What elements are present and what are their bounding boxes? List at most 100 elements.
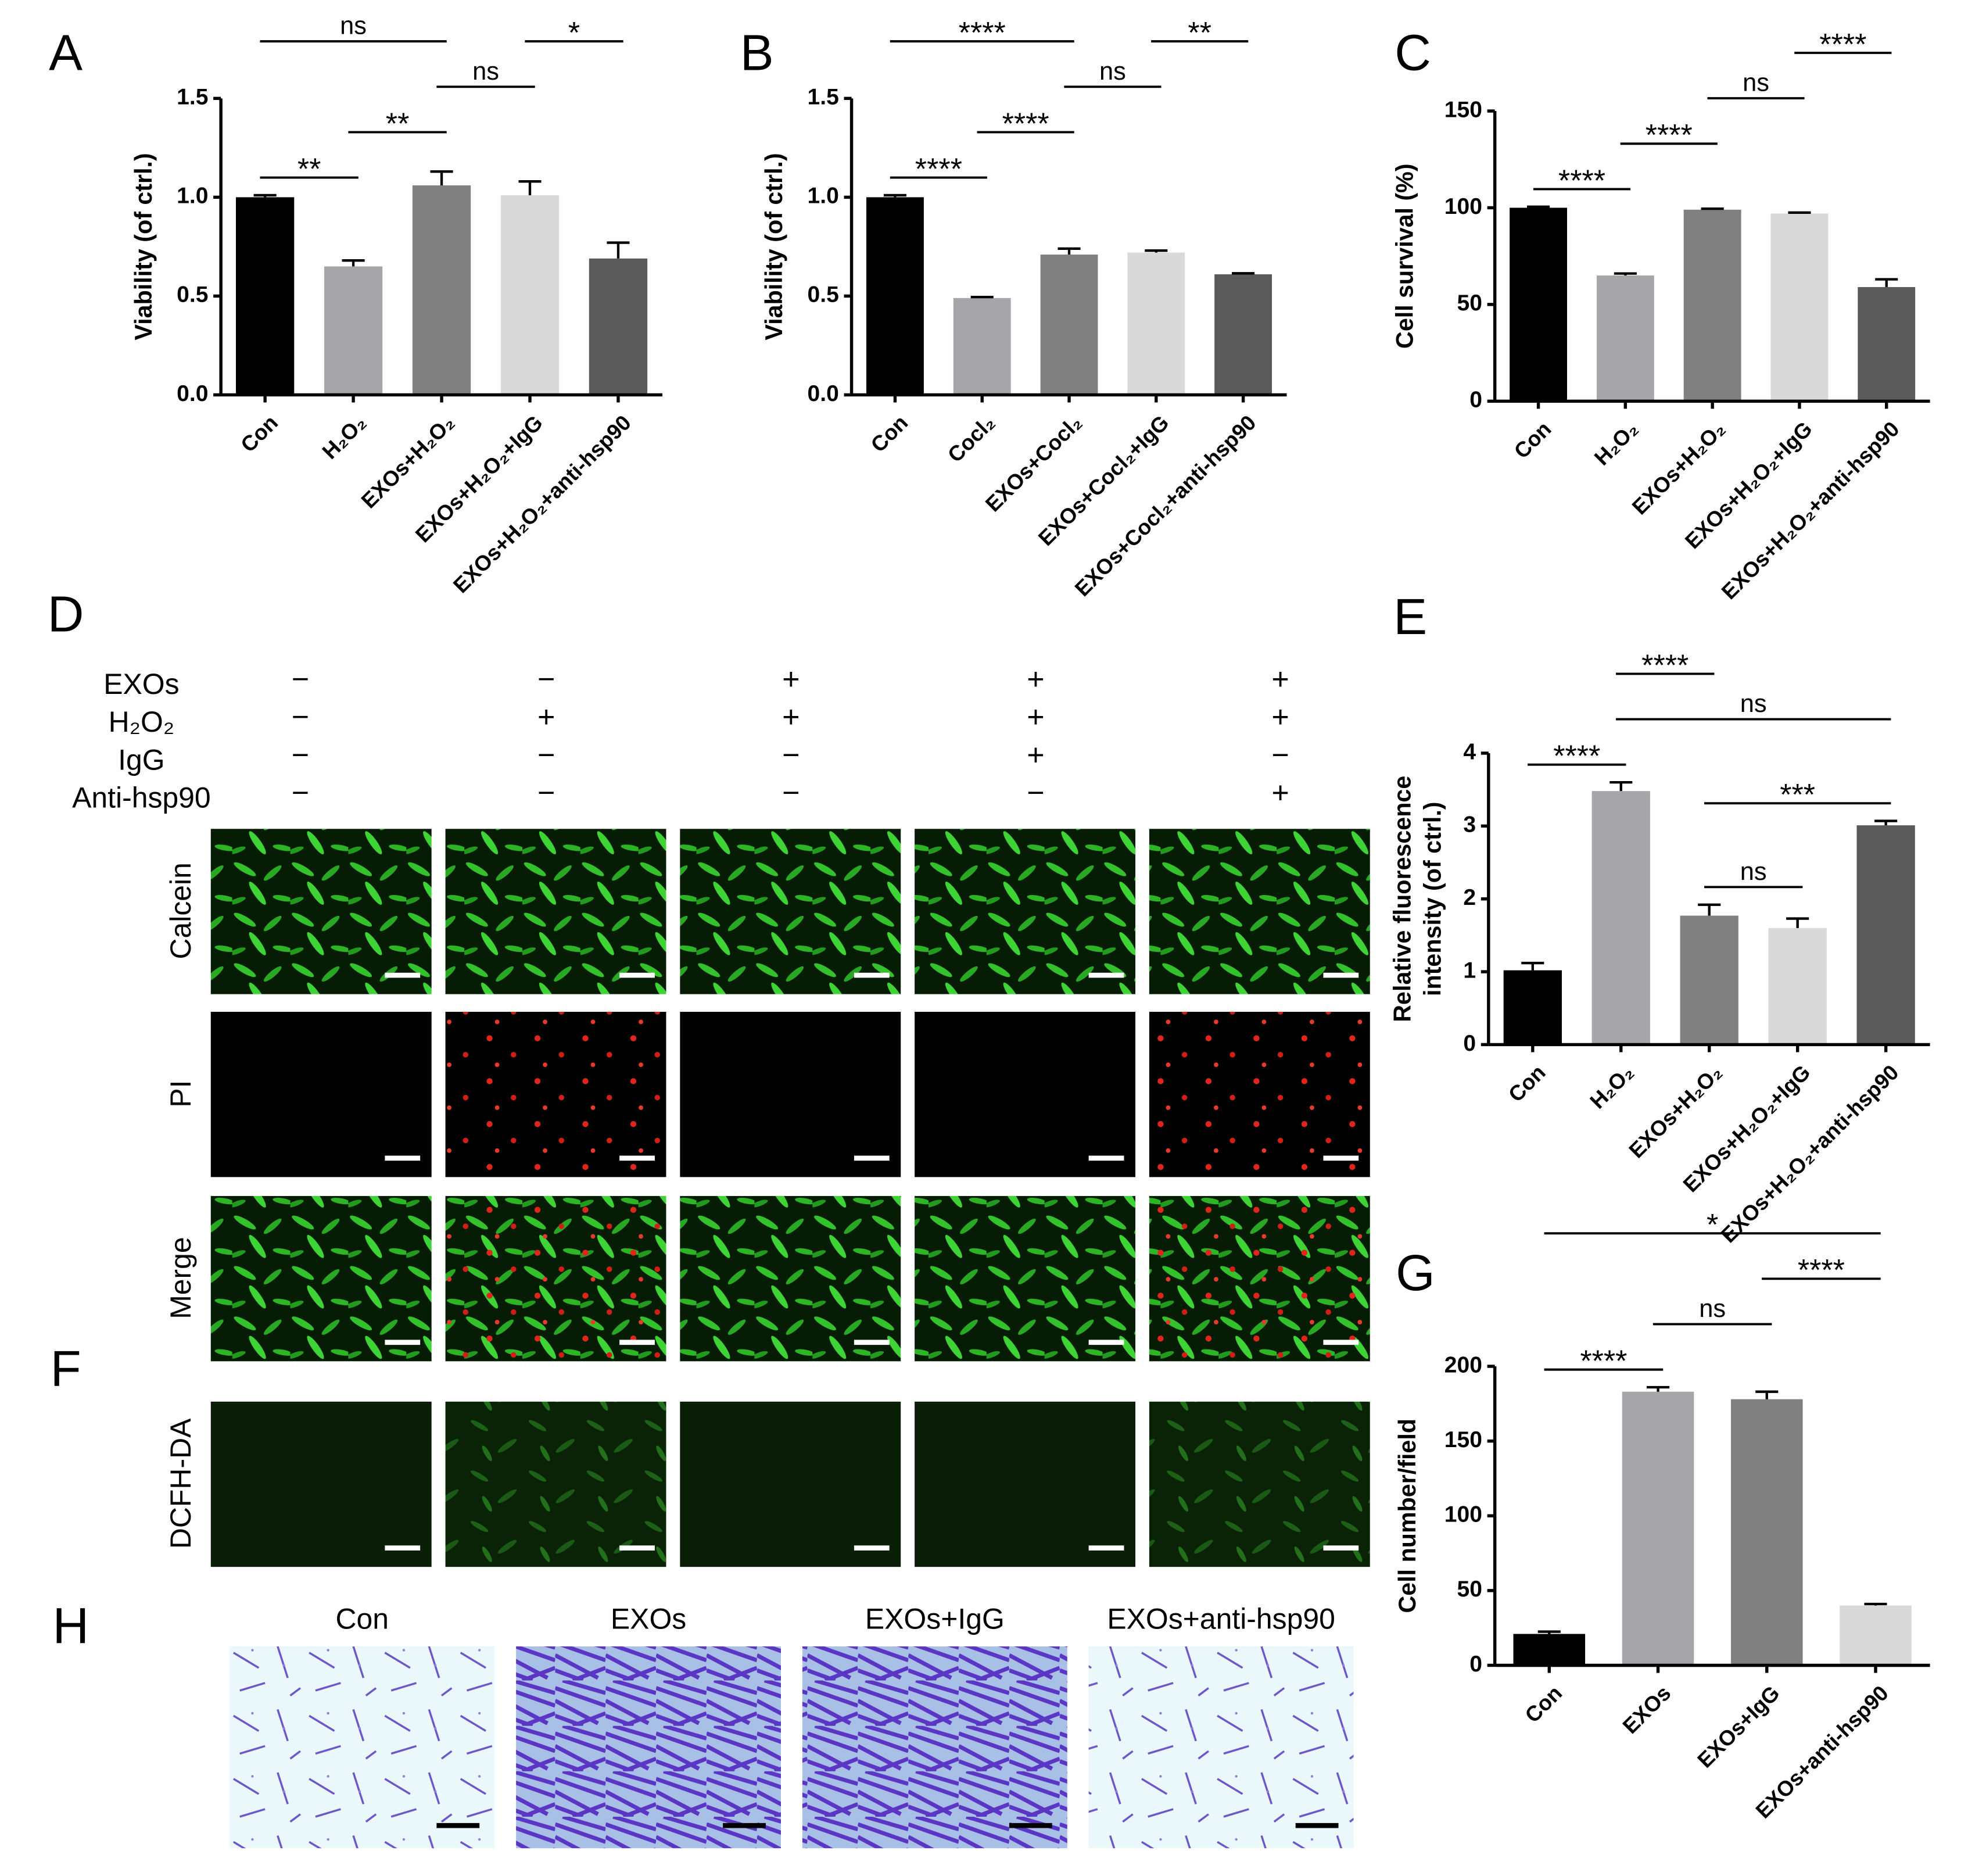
- x-tick-label: Con: [1521, 1681, 1567, 1727]
- treatment-sign: −: [292, 738, 309, 772]
- micrograph: [210, 1011, 432, 1177]
- y-axis-label: Cell number/field: [1394, 1419, 1421, 1613]
- micrograph: [210, 829, 432, 994]
- error-bar: [1527, 205, 1550, 208]
- micrograph: [445, 1401, 666, 1567]
- micrograph: [915, 1401, 1135, 1567]
- x-tick-label: Con: [1510, 417, 1556, 463]
- significance-label: ****: [1558, 164, 1605, 198]
- significance-label: **: [1188, 16, 1211, 50]
- panel-letter: H: [52, 1598, 89, 1655]
- y-tick-label: 0: [1463, 1031, 1476, 1056]
- y-tick-label: 100: [1444, 194, 1482, 219]
- bar: [1596, 275, 1654, 402]
- x-tick-label: H₂O₂: [1585, 1060, 1638, 1113]
- panel-letter: D: [48, 586, 84, 643]
- micrograph-overlay: [445, 1011, 666, 1177]
- bar: [412, 185, 471, 395]
- micrograph: [445, 829, 666, 994]
- significance-label: ***: [1780, 778, 1815, 812]
- image-title: Con: [336, 1603, 389, 1635]
- micrograph-overlay: [445, 1195, 666, 1362]
- micrograph: [1149, 829, 1370, 994]
- bar: [1856, 825, 1915, 1045]
- micrograph: [915, 829, 1135, 994]
- treatment-sign: +: [1027, 738, 1044, 772]
- error-bar: [1786, 917, 1809, 928]
- bar: [1840, 1605, 1912, 1666]
- bar: [1040, 254, 1098, 395]
- y-tick-label: 0.5: [177, 282, 208, 307]
- y-tick-label: 50: [1457, 1577, 1482, 1602]
- y-tick-label: 1: [1463, 958, 1476, 983]
- error-bar: [883, 194, 906, 198]
- treatment-sign: +: [537, 700, 555, 734]
- treatment-sign: +: [1271, 663, 1289, 696]
- significance-label: ns: [1699, 1295, 1726, 1323]
- error-bar: [1874, 819, 1898, 826]
- error-bar: [1875, 278, 1898, 287]
- treatment-sign: +: [782, 663, 800, 696]
- micrograph: [915, 1011, 1135, 1177]
- panel-letter: A: [49, 25, 83, 81]
- y-tick-label: 0.0: [808, 381, 839, 406]
- x-tick-label: H₂O₂: [318, 410, 371, 463]
- treatment-sign: −: [537, 663, 555, 696]
- micrograph: [210, 1401, 432, 1567]
- treatment-sign: +: [1027, 700, 1044, 734]
- panel-letter: C: [1395, 25, 1431, 81]
- bar: [1591, 791, 1650, 1045]
- significance-label: **: [1101, 0, 1125, 5]
- y-tick-label: 50: [1457, 291, 1482, 316]
- panel-letter: B: [740, 25, 774, 81]
- significance-label: **: [297, 152, 321, 186]
- y-tick-label: 200: [1444, 1352, 1482, 1377]
- error-bar: [1521, 961, 1544, 971]
- x-tick-label: Cocl₂: [943, 410, 999, 467]
- significance-label: ns: [1740, 858, 1767, 886]
- error-bar: [1537, 1630, 1561, 1634]
- y-tick-label: 100: [1444, 1502, 1482, 1527]
- y-tick-label: 150: [1444, 1427, 1482, 1452]
- significance-label: ****: [1646, 119, 1693, 152]
- stain-label: Merge: [164, 1237, 197, 1319]
- stain-label: Calcein: [164, 862, 197, 959]
- micrograph: [210, 1195, 432, 1362]
- bar: [866, 197, 924, 395]
- significance-label: ****: [1580, 1345, 1627, 1379]
- significance-label: ****: [1641, 649, 1689, 682]
- significance-label: ns: [472, 58, 499, 85]
- treatment-label: EXOs: [103, 668, 179, 700]
- x-tick-label: EXOs: [1618, 1681, 1676, 1738]
- y-tick-label: 1.0: [177, 184, 208, 209]
- error-bar: [1145, 249, 1168, 253]
- y-tick-label: 0.5: [808, 282, 839, 307]
- image-title: EXOs+IgG: [865, 1603, 1005, 1635]
- error-bar: [607, 241, 630, 259]
- bar: [1770, 213, 1829, 402]
- y-tick-label: 3: [1463, 812, 1476, 837]
- bar: [1503, 970, 1562, 1045]
- y-tick-label: 1.0: [808, 184, 839, 209]
- significance-label: ns: [340, 12, 367, 40]
- error-bar: [1864, 1602, 1887, 1606]
- error-bar: [1647, 1385, 1670, 1392]
- panel-letter: F: [51, 1341, 81, 1397]
- bar: [1730, 1399, 1803, 1666]
- y-tick-label: 0: [1469, 388, 1482, 413]
- micrograph-overlay: [1149, 1011, 1370, 1177]
- micrograph: [802, 1646, 1067, 1849]
- y-axis-label: intensity (of ctrl.): [1419, 801, 1446, 996]
- significance-label: ns: [1099, 58, 1126, 85]
- significance-label: ****: [915, 152, 962, 186]
- significance-label: *: [568, 16, 580, 50]
- treatment-label: Anti-hsp90: [72, 781, 211, 814]
- significance-label: ****: [1819, 28, 1866, 62]
- treatment-sign: −: [782, 738, 800, 772]
- y-axis-label: Viability (of ctrl.): [130, 153, 157, 340]
- error-bar: [1788, 211, 1811, 214]
- treatment-sign: −: [1027, 776, 1044, 810]
- bar: [953, 298, 1011, 395]
